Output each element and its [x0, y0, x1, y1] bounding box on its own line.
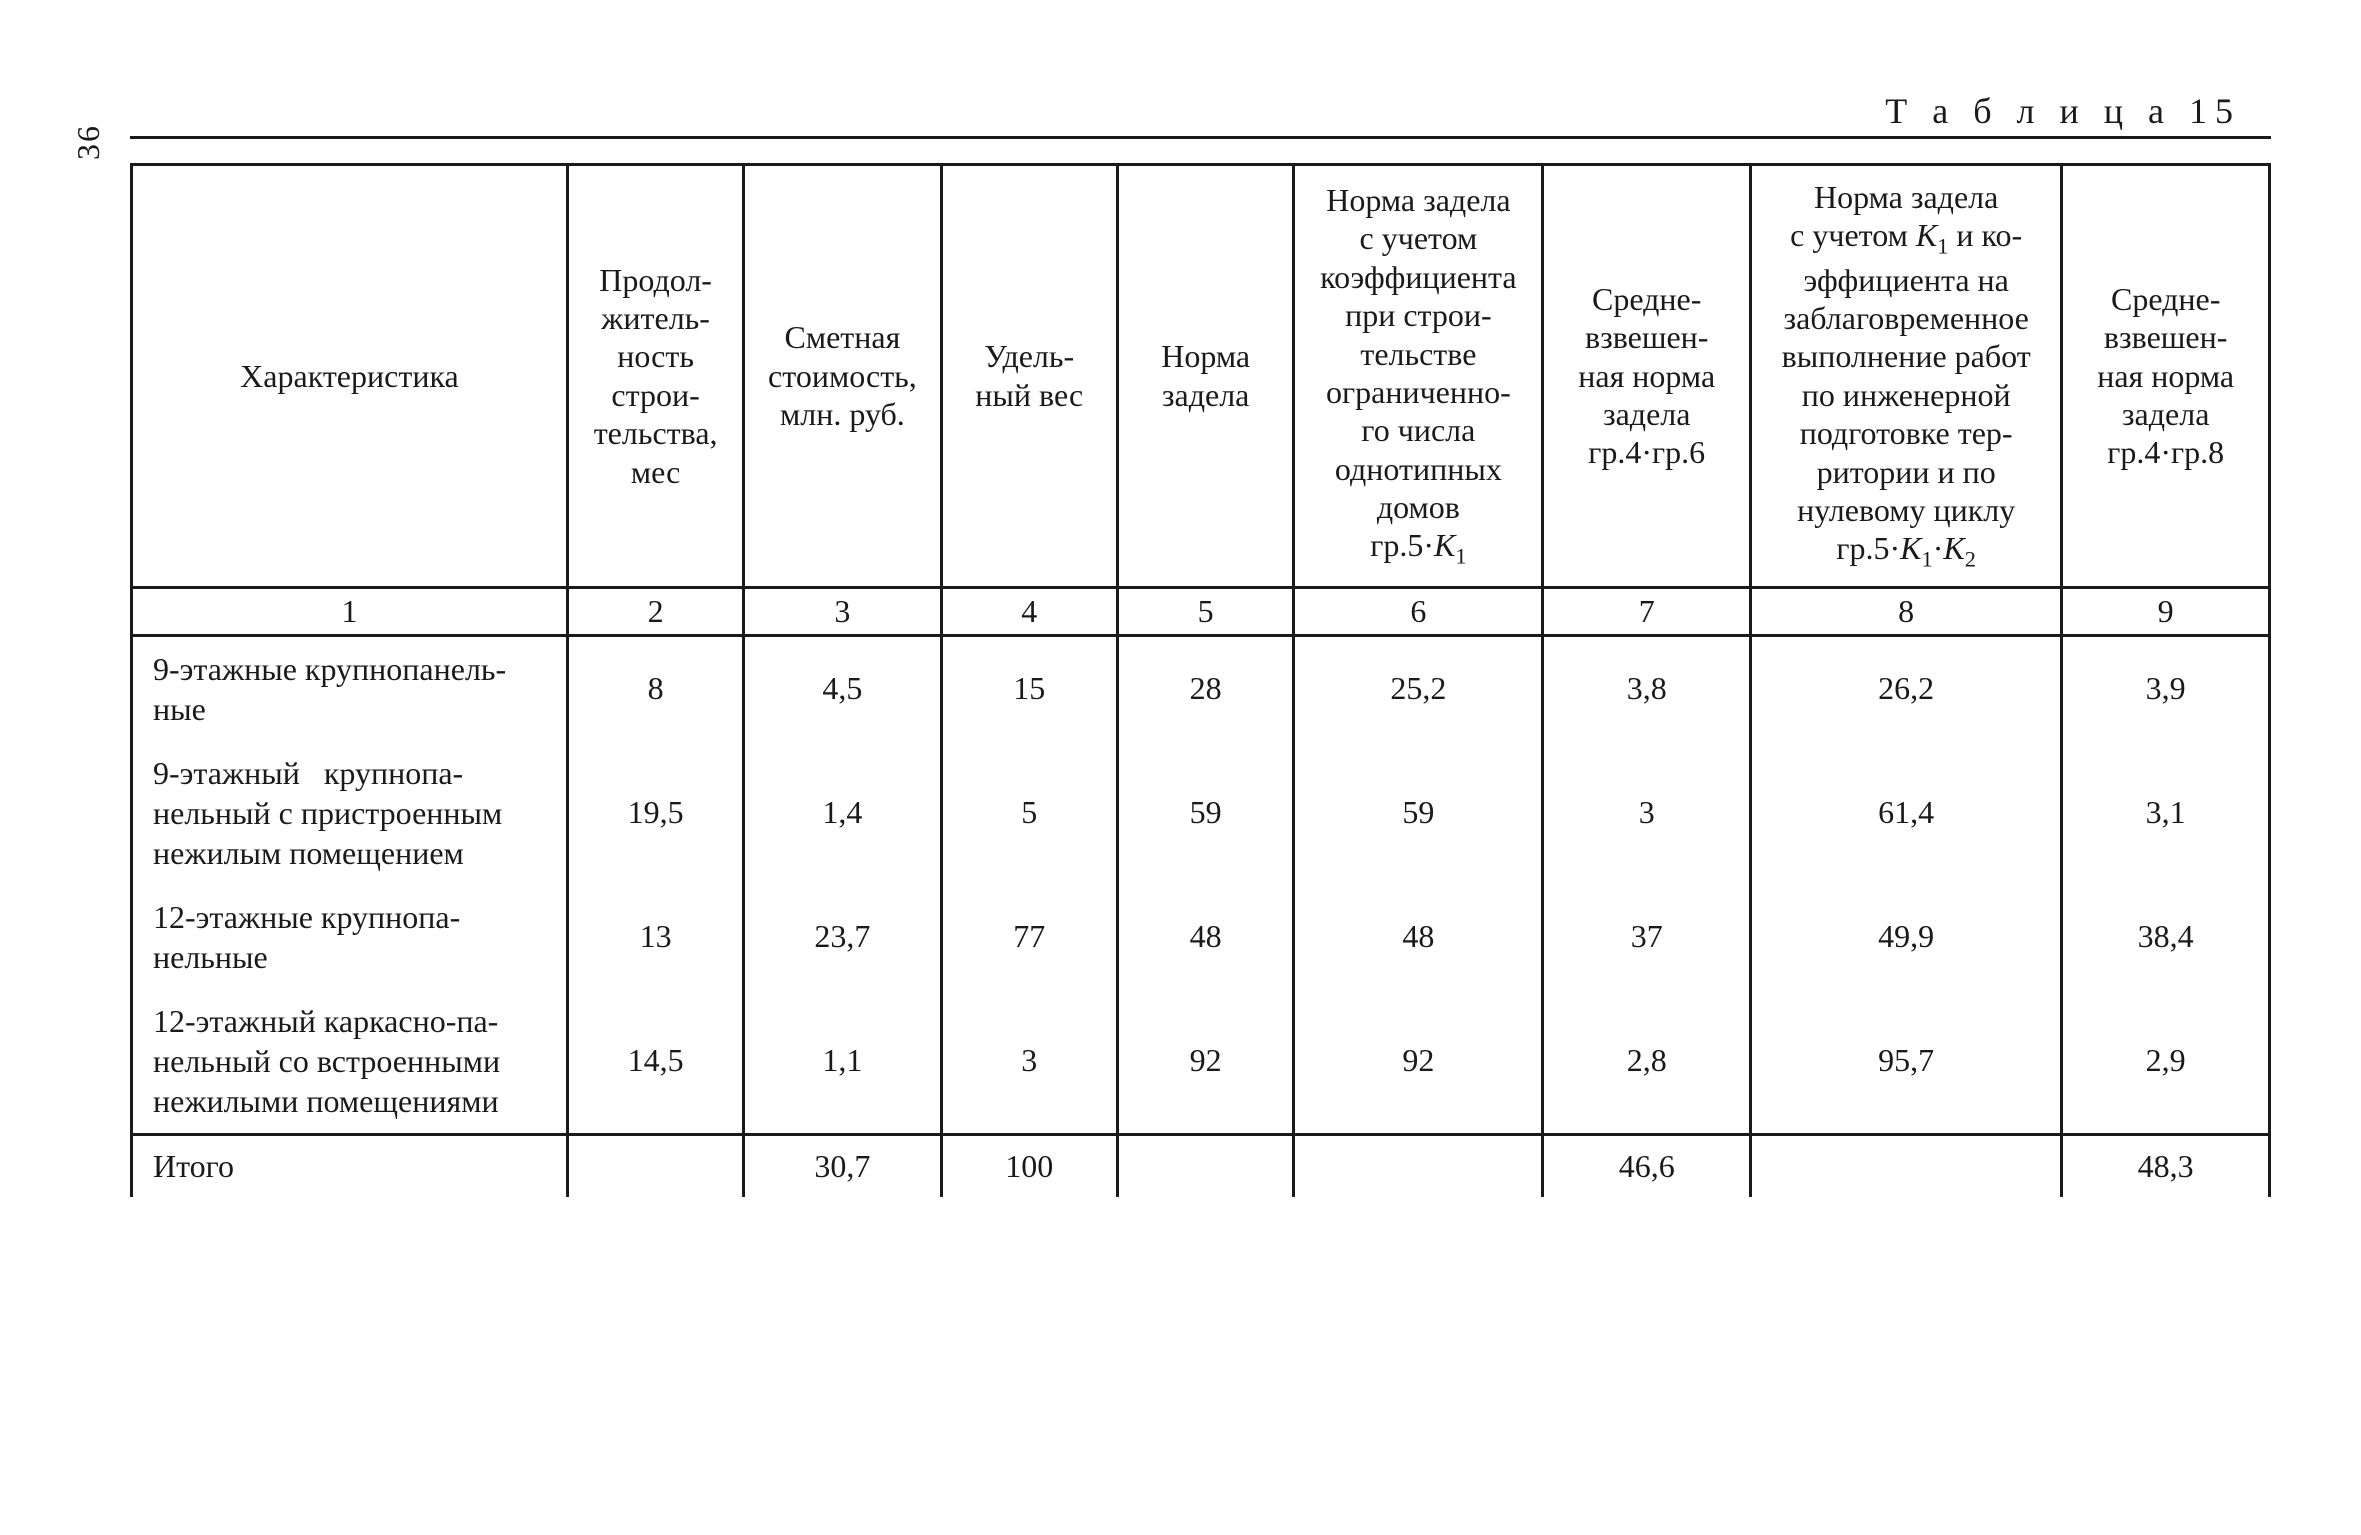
cell: 3,9: [2062, 635, 2270, 741]
column-header-3: Сметнаястоимость,млн. руб.: [744, 165, 941, 588]
cell: 61,4: [1750, 741, 2061, 885]
column-header-2: Продол-житель-ностьстрои-тельства,мес: [567, 165, 743, 588]
data-table: ХарактеристикаПродол-житель-ностьстрои-т…: [130, 163, 2271, 1197]
totals-cell: [1750, 1134, 2061, 1197]
cell: 59: [1294, 741, 1543, 885]
column-number-1: 1: [132, 587, 568, 635]
cell: 3: [1543, 741, 1751, 885]
column-number-3: 3: [744, 587, 941, 635]
totals-cell: 100: [941, 1134, 1117, 1197]
column-header-9: Средне-взвешен-ная нормазаделагр.4·гр.8: [2062, 165, 2270, 588]
cell: 92: [1117, 989, 1293, 1135]
cell: 8: [567, 635, 743, 741]
column-number-5: 5: [1117, 587, 1293, 635]
totals-label: Итого: [132, 1134, 568, 1197]
totals-cell: 30,7: [744, 1134, 941, 1197]
page-number: 36: [70, 124, 107, 160]
column-numbers-row: 123456789: [132, 587, 2270, 635]
totals-row: Итого 30,7100 46,6 48,3: [132, 1134, 2270, 1197]
column-header-7: Средне-взвешен-ная нормазаделагр.4·гр.6: [1543, 165, 1751, 588]
cell: 1,1: [744, 989, 941, 1135]
cell: 19,5: [567, 741, 743, 885]
cell: 14,5: [567, 989, 743, 1135]
cell: 1,4: [744, 741, 941, 885]
totals-cell: [1117, 1134, 1293, 1197]
cell: 23,7: [744, 885, 941, 989]
table-row: 9-этажные крупнопанель-ные84,5152825,23,…: [132, 635, 2270, 741]
cell: 3,8: [1543, 635, 1751, 741]
table-row: 12-этажные крупнопа-нельные1323,77748483…: [132, 885, 2270, 989]
cell: 37: [1543, 885, 1751, 989]
cell: 92: [1294, 989, 1543, 1135]
row-label: 9-этажные крупнопанель-ные: [132, 635, 568, 741]
totals-cell: [567, 1134, 743, 1197]
cell: 5: [941, 741, 1117, 885]
cell: 13: [567, 885, 743, 989]
cell: 38,4: [2062, 885, 2270, 989]
column-number-9: 9: [2062, 587, 2270, 635]
cell: 3: [941, 989, 1117, 1135]
table-body: 9-этажные крупнопанель-ные84,5152825,23,…: [132, 635, 2270, 1134]
totals-cell: [1294, 1134, 1543, 1197]
cell: 25,2: [1294, 635, 1543, 741]
cell: 59: [1117, 741, 1293, 885]
column-number-7: 7: [1543, 587, 1751, 635]
row-label: 12-этажный каркасно-па-нельный со встрое…: [132, 989, 568, 1135]
column-header-4: Удель-ный вес: [941, 165, 1117, 588]
cell: 48: [1294, 885, 1543, 989]
table-title: Т а б л и ц а 15: [130, 90, 2271, 139]
cell: 26,2: [1750, 635, 2061, 741]
totals-cell: 48,3: [2062, 1134, 2270, 1197]
column-number-2: 2: [567, 587, 743, 635]
page: 36 Т а б л и ц а 15 ХарактеристикаПродол…: [0, 0, 2361, 1535]
table-row: 9-этажный крупнопа-нельный с пристроенны…: [132, 741, 2270, 885]
totals-cell: 46,6: [1543, 1134, 1751, 1197]
column-number-4: 4: [941, 587, 1117, 635]
row-label: 9-этажный крупнопа-нельный с пристроенны…: [132, 741, 568, 885]
column-header-5: Нормазадела: [1117, 165, 1293, 588]
column-headers-row: ХарактеристикаПродол-житель-ностьстрои-т…: [132, 165, 2270, 588]
column-header-1: Характеристика: [132, 165, 568, 588]
cell: 77: [941, 885, 1117, 989]
column-header-6: Норма заделас учетомкоэффициентапри стро…: [1294, 165, 1543, 588]
cell: 28: [1117, 635, 1293, 741]
cell: 15: [941, 635, 1117, 741]
cell: 48: [1117, 885, 1293, 989]
column-number-6: 6: [1294, 587, 1543, 635]
table-row: 12-этажный каркасно-па-нельный со встрое…: [132, 989, 2270, 1135]
cell: 4,5: [744, 635, 941, 741]
cell: 49,9: [1750, 885, 2061, 989]
column-number-8: 8: [1750, 587, 2061, 635]
row-label: 12-этажные крупнопа-нельные: [132, 885, 568, 989]
column-header-8: Норма заделас учетом K1 и ко-эффициента …: [1750, 165, 2061, 588]
cell: 95,7: [1750, 989, 2061, 1135]
cell: 2,9: [2062, 989, 2270, 1135]
cell: 2,8: [1543, 989, 1751, 1135]
cell: 3,1: [2062, 741, 2270, 885]
